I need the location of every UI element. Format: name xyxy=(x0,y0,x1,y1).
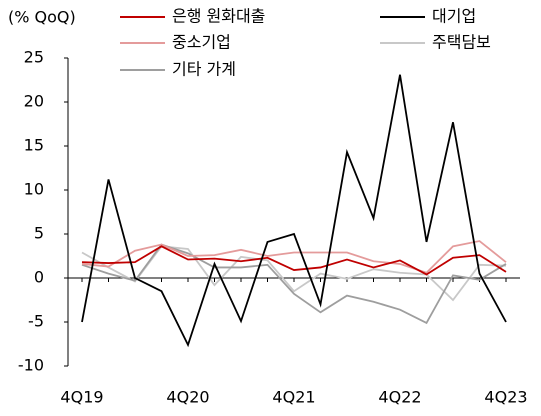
series-line xyxy=(81,240,507,274)
y-tick-label: -10 xyxy=(18,356,44,375)
y-tick-label: -5 xyxy=(28,312,44,331)
y-axis-label: (% QoQ) xyxy=(8,8,76,27)
series-line xyxy=(81,245,507,276)
legend-label: 주택담보 xyxy=(432,33,491,52)
legend-label: 대기업 xyxy=(432,7,476,26)
series-line xyxy=(81,243,507,325)
legend-label: 은행 원화대출 xyxy=(172,7,265,26)
x-tick-label: 4Q23 xyxy=(484,388,527,407)
y-tick-label: 0 xyxy=(34,268,44,287)
x-tick-label: 4Q19 xyxy=(60,388,103,407)
series-line xyxy=(81,245,507,302)
legend-label: 기타 가계 xyxy=(172,60,236,79)
x-tick-label: 4Q22 xyxy=(378,388,421,407)
y-tick-label: 15 xyxy=(24,136,44,155)
y-tick-label: 5 xyxy=(34,224,44,243)
legend-label: 중소기업 xyxy=(172,33,231,52)
x-tick-label: 4Q20 xyxy=(166,388,209,407)
y-tick-label: 10 xyxy=(24,180,44,199)
series-line xyxy=(81,74,507,348)
y-tick-label: 20 xyxy=(24,92,44,111)
y-tick-label: 25 xyxy=(24,48,44,67)
x-tick-label: 4Q21 xyxy=(272,388,315,407)
